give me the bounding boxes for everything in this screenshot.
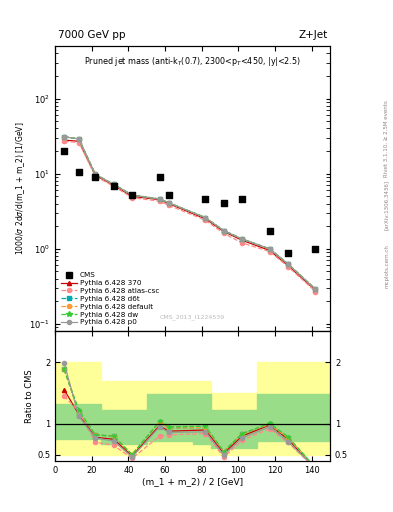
Point — [220, 199, 227, 207]
Text: Pruned jet mass (anti-k$_T$(0.7), 2300<p$_T$<450, |y|<2.5): Pruned jet mass (anti-k$_T$(0.7), 2300<p… — [84, 55, 301, 68]
Point — [312, 245, 319, 253]
Text: CMS_2013_I1224539: CMS_2013_I1224539 — [160, 314, 225, 320]
X-axis label: (m_1 + m_2) / 2 [GeV]: (m_1 + m_2) / 2 [GeV] — [142, 477, 243, 486]
Point — [156, 173, 163, 181]
Point — [202, 195, 209, 203]
Y-axis label: Ratio to CMS: Ratio to CMS — [25, 369, 34, 423]
Legend: CMS, Pythia 6.428 370, Pythia 6.428 atlas-csc, Pythia 6.428 d6t, Pythia 6.428 de: CMS, Pythia 6.428 370, Pythia 6.428 atla… — [59, 270, 161, 328]
Text: mcplots.cern.ch: mcplots.cern.ch — [384, 244, 389, 288]
Point — [110, 182, 117, 190]
Text: Rivet 3.1.10, ≥ 2.5M events: Rivet 3.1.10, ≥ 2.5M events — [384, 100, 389, 177]
Text: Z+Jet: Z+Jet — [298, 30, 327, 40]
Point — [76, 168, 82, 176]
Point — [285, 249, 291, 257]
Point — [92, 173, 99, 181]
Point — [165, 191, 172, 199]
Text: [arXiv:1306.3436]: [arXiv:1306.3436] — [384, 180, 389, 230]
Point — [239, 195, 245, 203]
Point — [129, 191, 135, 199]
Point — [61, 147, 67, 155]
Point — [266, 226, 273, 234]
Text: 7000 GeV pp: 7000 GeV pp — [58, 30, 125, 40]
Y-axis label: 1000/$\sigma$ 2d$\sigma$/d(m_1 + m_2) [1/GeV]: 1000/$\sigma$ 2d$\sigma$/d(m_1 + m_2) [1… — [14, 122, 27, 255]
